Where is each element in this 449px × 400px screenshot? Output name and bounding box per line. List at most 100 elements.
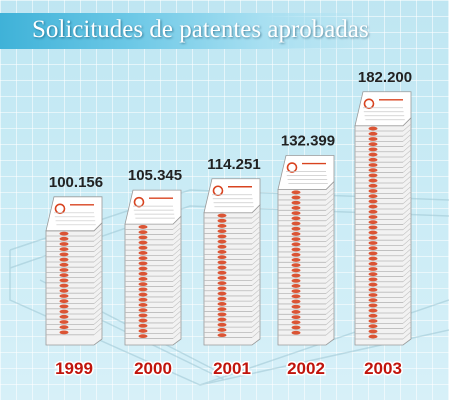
sheet-edge-side <box>402 222 412 231</box>
sheet-edge-side <box>93 270 103 278</box>
sheet-edge-side <box>251 288 261 297</box>
document-seal <box>291 299 301 304</box>
document-seal <box>59 242 69 246</box>
document-seal <box>217 312 227 317</box>
document-seal <box>138 230 148 235</box>
document-seal <box>138 245 148 250</box>
sheet-edge-side <box>325 213 335 221</box>
sheet-edge-side <box>402 212 412 220</box>
document-seal <box>217 265 227 270</box>
document-seal <box>217 296 227 301</box>
document-seal <box>368 209 378 214</box>
sheet-edge-side <box>325 275 335 284</box>
sheet-edge-side <box>172 237 182 246</box>
document-seal <box>291 268 301 273</box>
sheet-edge-side <box>251 325 261 333</box>
sheet-edge-side <box>402 227 412 236</box>
sheet-edge-side <box>172 222 182 230</box>
sheet-edge-side <box>402 201 412 210</box>
document-seal <box>217 317 227 322</box>
sheet-edge-side <box>325 286 335 294</box>
sheet-edge-side <box>93 239 103 247</box>
sheet-edge-side <box>325 260 335 268</box>
sheet-edge-side <box>93 228 103 237</box>
document-seal <box>291 330 301 335</box>
sheet-edge-side <box>402 290 412 298</box>
document-seal <box>217 244 227 249</box>
sheet-edge-side <box>402 206 412 215</box>
sheet-edge-side <box>93 254 103 263</box>
sheet-edge-side <box>325 296 335 305</box>
document-seal <box>138 235 148 240</box>
document-seal <box>368 137 378 141</box>
document-seal <box>138 251 148 255</box>
value-label-2002: 132.399 <box>281 133 335 150</box>
document-seal <box>291 294 301 299</box>
sheet-edge-side <box>172 242 182 251</box>
stack-body <box>277 180 335 346</box>
stack-body <box>124 215 182 346</box>
document-seal <box>291 320 301 325</box>
document-seal <box>291 284 301 288</box>
sheet-edge-side <box>325 239 335 247</box>
document-seal <box>59 247 69 252</box>
value-label-2003: 182.200 <box>358 69 412 86</box>
sheet-edge-side <box>251 330 261 338</box>
document-seal <box>291 232 301 236</box>
sheet-edge-side <box>93 233 103 242</box>
document-seal <box>368 204 378 209</box>
document-seal <box>291 195 301 200</box>
document-seal <box>368 230 378 235</box>
sheet-edge-side <box>251 236 261 245</box>
title-banner <box>0 13 372 49</box>
sheet-edge-side <box>402 274 412 283</box>
sheet-edge-side <box>325 197 335 206</box>
document-seal <box>217 260 227 265</box>
document-seal <box>138 329 148 333</box>
chart-title: Solicitudes de patentes aprobadas <box>32 16 369 43</box>
sheet-edge-side <box>172 227 182 235</box>
sheet-edge-side <box>402 160 412 168</box>
year-labels-layer: 1999 2000 2001 2002 2003 <box>54 358 404 380</box>
bar-2001 <box>203 178 261 346</box>
document-seal <box>59 278 69 283</box>
sheet-edge-side <box>93 301 103 310</box>
sheet-edge-side <box>325 322 335 331</box>
sheet-edge-side <box>172 305 182 313</box>
sheet-edge-side <box>402 295 412 303</box>
sheet-edge-side <box>251 252 261 260</box>
document-seal <box>138 287 148 292</box>
document-seal-top <box>133 196 145 208</box>
document-seal <box>291 304 301 309</box>
document-seal <box>368 157 378 162</box>
bars-layer <box>45 91 412 346</box>
value-labels-layer: 100.156 105.345 114.251 132.399 182.200 <box>49 69 412 191</box>
document-seal <box>59 231 69 236</box>
sheet-edge-side <box>251 299 261 307</box>
document-seal <box>368 183 378 188</box>
sheet-edge-side <box>402 310 412 319</box>
sheet-edge-side <box>402 269 412 277</box>
document-seal <box>368 287 378 292</box>
document-seal <box>59 330 69 335</box>
document-seal <box>217 286 227 291</box>
document-seal <box>368 282 378 287</box>
sheet-edge-side <box>325 244 335 253</box>
document-seal <box>291 247 301 252</box>
document-seal <box>368 225 378 230</box>
document-seal <box>138 313 148 318</box>
bar-1999 <box>45 196 103 346</box>
document-seal <box>217 250 227 254</box>
sheet-edge-side <box>172 232 182 240</box>
sheet-edge-side <box>251 231 261 239</box>
document-seal <box>217 270 227 275</box>
document-seal <box>368 298 378 303</box>
document-seal <box>291 211 301 216</box>
document-seal <box>368 261 378 266</box>
document-seal <box>59 288 69 293</box>
sheet-edge-side <box>402 331 412 340</box>
sheet-edge-side <box>93 275 103 284</box>
sheet-edge-side <box>402 154 412 163</box>
sheet-edge-side <box>93 306 103 315</box>
document-seal <box>59 309 69 314</box>
